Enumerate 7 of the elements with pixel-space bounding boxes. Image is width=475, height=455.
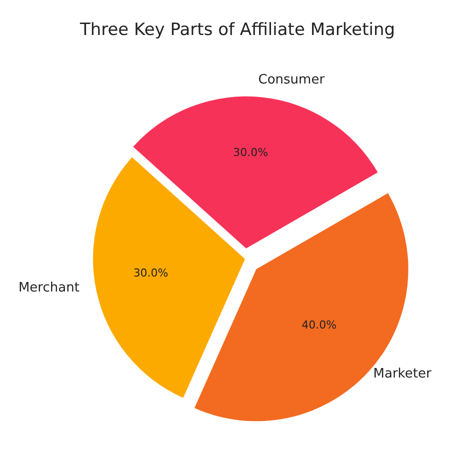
chart-title: Three Key Parts of Affiliate Marketing	[78, 20, 396, 40]
data-label: 40.0%	[302, 318, 337, 332]
data-label: 30.0%	[233, 146, 268, 160]
slice-label: Marketer	[373, 366, 432, 382]
data-label: 30.0%	[133, 266, 168, 280]
slice-label: Merchant	[18, 280, 80, 296]
slice-label: Consumer	[258, 72, 326, 88]
